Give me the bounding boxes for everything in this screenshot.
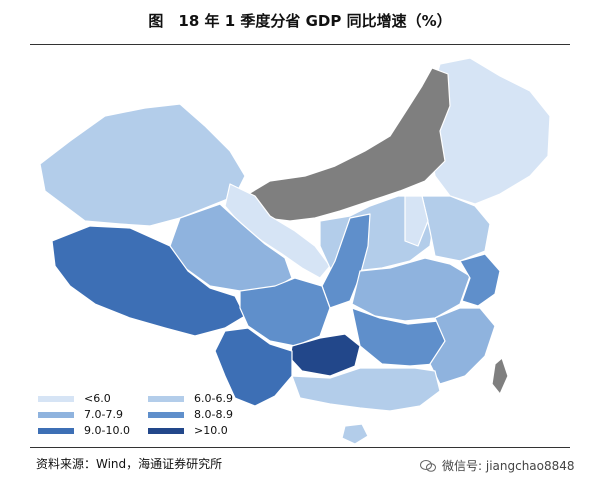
region-inner-mongolia	[244, 67, 451, 222]
region-shanxi-white	[404, 195, 429, 247]
region-yunnan	[214, 327, 293, 407]
top-rule	[30, 44, 570, 45]
legend-label: 8.0-8.9	[194, 408, 233, 421]
legend-swatch	[38, 411, 74, 418]
legend-label: >10.0	[194, 424, 228, 437]
region-sichuan	[239, 277, 331, 347]
legend-label: 9.0-10.0	[84, 424, 130, 437]
figure-title: 图 18 年 1 季度分省 GDP 同比增速（%）	[148, 11, 452, 30]
legend-swatch	[38, 427, 74, 434]
region-tibet	[51, 225, 246, 337]
wechat-icon	[420, 459, 436, 472]
region-east-coast	[459, 253, 501, 307]
legend-swatch	[148, 411, 184, 418]
wechat-watermark: 微信号: jiangchao8848	[420, 457, 575, 474]
region-north-coast	[421, 195, 491, 262]
china-province-map	[39, 57, 551, 445]
wechat-id: 微信号: jiangchao8848	[442, 459, 575, 473]
region-guizhou	[289, 333, 361, 377]
source-note: 资料来源：Wind，海通证券研究所	[36, 457, 223, 471]
legend-item: 6.0-6.9	[148, 392, 233, 405]
legend-swatch	[148, 395, 184, 402]
region-central	[351, 257, 471, 322]
legend-item: >10.0	[148, 424, 228, 437]
bottom-rule	[30, 447, 570, 448]
region-south	[291, 367, 441, 412]
legend-label: 7.0-7.9	[84, 408, 123, 421]
legend: <6.0 6.0-6.9 7.0-7.9 8.0-8.9 9.0-10.0 >1…	[38, 392, 298, 440]
legend-item: 9.0-10.0	[38, 424, 130, 437]
region-taiwan	[491, 357, 509, 395]
legend-item: 7.0-7.9	[38, 408, 123, 421]
legend-swatch	[148, 427, 184, 434]
legend-item: <6.0	[38, 392, 111, 405]
region-hainan	[341, 423, 369, 445]
legend-item: 8.0-8.9	[148, 408, 233, 421]
region-shaanxi	[321, 213, 371, 309]
legend-swatch	[38, 395, 74, 402]
legend-label: 6.0-6.9	[194, 392, 233, 405]
legend-label: <6.0	[84, 392, 111, 405]
region-southeast	[429, 307, 496, 385]
